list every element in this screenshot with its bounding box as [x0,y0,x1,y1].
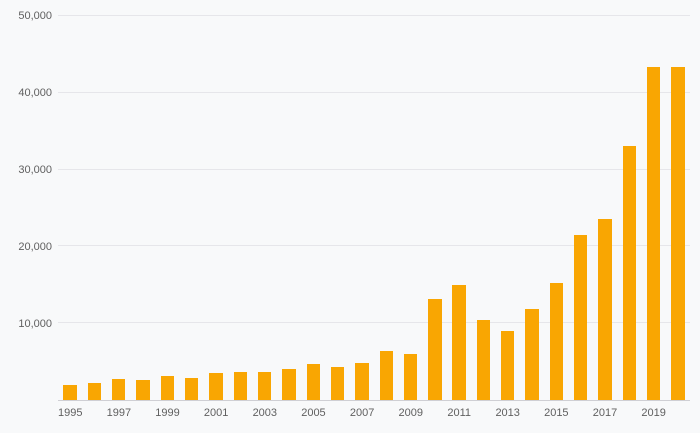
bar-2000 [185,377,199,400]
gridline-40000 [58,91,690,93]
bar-slot-2014 [520,16,544,400]
bar-2019 [646,66,661,400]
gridline-30000 [58,168,690,170]
bar-1999 [160,376,175,400]
bar-2017 [598,218,612,400]
x-tick-label-2017: 2017 [592,407,618,419]
bar-slot-2000 [180,16,204,400]
bar-2003 [257,371,272,400]
x-tick-label-2012 [471,407,495,429]
bar-slot-2005 [301,16,325,400]
bar-2005 [306,363,320,400]
x-tick-label-2001: 2001 [203,407,229,419]
bar-slot-1999 [155,16,179,400]
bar-slot-2002 [228,16,252,400]
bar-slot-2004 [277,16,301,400]
gridline-10000 [58,322,690,324]
y-tick-label-20000: 20,000 [18,241,52,253]
bar-slot-2010 [423,16,447,400]
x-tick-label-2013: 2013 [495,407,520,419]
x-tick-label-1995: 1995 [58,407,83,419]
y-axis-labels: 10,000 20,000 30,000 40,000 50,000 [8,10,58,401]
bar-2016 [574,234,588,400]
x-tick-label-2007: 2007 [349,407,375,419]
bar-slot-2018 [617,16,641,400]
x-axis-labels: 1995 1997 1999 2001 2003 2005 2007 2009 2011 2013… [58,401,690,429]
bar-2013 [501,330,515,400]
x-tick-label-2018 [617,407,641,429]
x-tick-label-2014 [520,407,544,429]
bar-2011 [452,284,466,400]
bar-2014 [525,309,539,400]
bar-2002 [233,372,248,400]
bar-slot-1995 [58,16,82,400]
bar-slot-2008 [374,16,398,400]
bar-2004 [282,369,296,400]
bar-slot-2011 [447,16,471,400]
x-tick-label-2020 [666,407,690,429]
bars-container [58,16,690,400]
gridline-20000 [58,245,690,247]
plot-area [58,15,690,401]
x-tick-label-1998 [131,407,155,429]
bar-2020 [671,66,685,400]
x-tick-label-2004 [277,407,301,429]
bar-2015 [549,282,564,400]
x-tick-label-1999: 1999 [155,407,180,419]
y-tick-label-40000: 40,000 [18,87,52,99]
y-tick-label-30000: 30,000 [18,164,52,176]
x-tick-label-2015: 2015 [544,407,569,419]
x-tick-label-2005: 2005 [301,407,326,419]
bar-slot-1997 [107,16,131,400]
bar-slot-2015 [544,16,568,400]
bar-2010 [428,298,442,400]
bar-slot-2007 [350,16,374,400]
x-tick-label-2003: 2003 [252,407,278,419]
bar-slot-1996 [82,16,106,400]
gridline-50000 [58,15,690,16]
bar-slot-2020 [666,16,690,400]
bar-slot-2001 [204,16,228,400]
bar-2009 [403,353,418,400]
x-tick-label-2011: 2011 [447,407,472,419]
bar-2001 [209,373,223,400]
bar-2018 [622,145,637,400]
bar-slot-2009 [398,16,422,400]
bar-1997 [112,379,126,400]
bar-slot-1998 [131,16,155,400]
bar-slot-2016 [569,16,593,400]
bar-2008 [379,350,393,400]
bar-2012 [476,320,491,400]
x-tick-label-2002 [228,407,252,429]
x-tick-label-1996 [82,407,106,429]
bar-slot-2017 [593,16,617,400]
bar-slot-2003 [253,16,277,400]
bar-slot-2006 [325,16,349,400]
bar-2006 [330,366,345,400]
x-tick-label-2000 [180,407,204,429]
x-tick-label-2006 [326,407,350,429]
bar-slot-2012 [471,16,495,400]
x-tick-label-2009: 2009 [398,407,423,419]
y-tick-label-10000: 10,000 [18,318,52,330]
bar-slot-2019 [642,16,666,400]
bar-slot-2013 [496,16,520,400]
x-tick-label-2010 [423,407,447,429]
x-tick-label-1997: 1997 [106,407,132,419]
x-tick-label-2019: 2019 [641,407,666,419]
bar-1998 [136,380,150,400]
x-tick-label-2016 [569,407,593,429]
bar-1995 [63,385,77,400]
bar-2007 [355,363,369,400]
bar-1996 [87,383,102,400]
y-tick-label-50000: 50,000 [18,10,52,22]
x-tick-label-2008 [374,407,398,429]
